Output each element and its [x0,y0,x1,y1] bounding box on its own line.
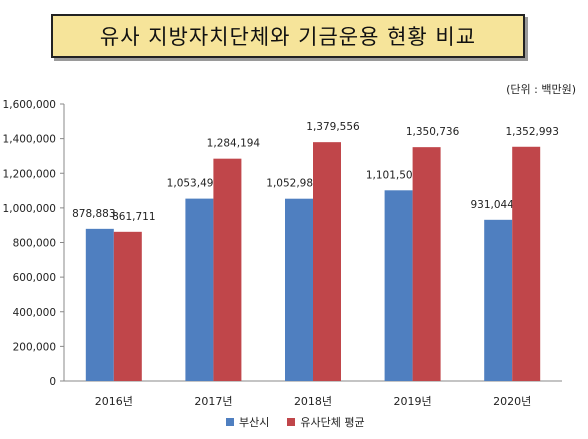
y-tick-label: 1,000,000 [3,203,56,215]
data-label: 878,883 [72,208,115,220]
bar-busan [185,198,214,381]
data-label: 861,711 [112,211,155,223]
bar-busan [285,198,313,381]
data-label: 931,044 [470,199,514,211]
chart-title: 유사 지방자치단체와 기금운용 현황 비교 [51,14,525,58]
y-tick-label: 1,400,000 [3,134,56,146]
legend-item-busan: 부산시 [226,414,269,430]
y-tick-label: 800,000 [13,238,56,250]
x-tick-label: 2020년 [493,395,531,408]
x-tick-label: 2018년 [294,395,332,408]
bar-average [213,158,242,381]
bar-average [113,231,142,381]
data-label: 1,101,501 [366,169,419,181]
data-label: 1,352,993 [505,126,558,138]
bar-average [412,147,441,381]
x-tick-label: 2016년 [95,395,133,408]
data-label: 1,052,983 [266,178,319,190]
legend-label-busan: 부산시 [239,416,270,429]
y-tick-label: 200,000 [13,341,56,353]
unit-note: (단위 : 백만원) [506,83,576,96]
bar-average [512,146,541,381]
x-tick-label: 2019년 [394,395,432,408]
legend-swatch-average [287,418,296,426]
legend-swatch-busan [226,418,234,426]
bar-average [313,142,341,381]
legend-label-average: 유사단체 평균 [300,416,365,429]
legend: 부산시 유사단체 평균 [226,414,365,430]
bar-busan [484,219,513,381]
y-tick-label: 1,200,000 [3,168,56,180]
data-label: 1,379,556 [306,121,360,133]
y-tick-label: 400,000 [13,307,56,319]
bar-busan [384,190,413,381]
data-label: 1,284,194 [207,138,261,150]
y-tick-label: 1,600,000 [3,99,56,111]
data-label: 1,350,736 [406,126,460,138]
y-tick-label: 0 [49,376,56,388]
data-label: 1,053,491 [167,178,220,190]
legend-item-average: 유사단체 평균 [287,414,365,430]
x-tick-label: 2017년 [194,395,232,408]
y-tick-label: 600,000 [13,272,56,284]
bar-busan [85,228,114,381]
